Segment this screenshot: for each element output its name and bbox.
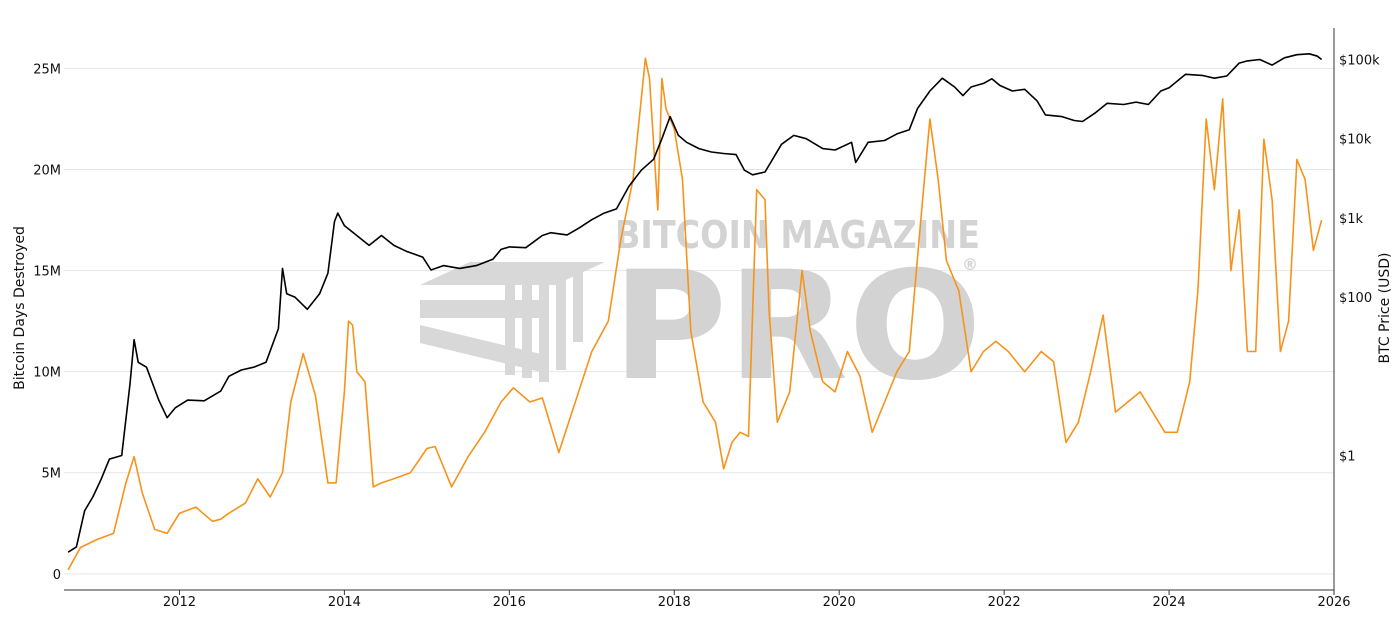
days-destroyed-line — [67, 57, 1323, 571]
btc-price-line — [67, 53, 1323, 553]
left-tick-label: 0 — [53, 568, 61, 583]
left-tick-label: 10M — [33, 366, 61, 381]
series-layer — [67, 53, 1323, 571]
x-tick-label: 2014 — [328, 595, 361, 610]
left-tick-label: 5M — [42, 467, 62, 482]
x-axis-ticks: 2012 2014 2016 2018 2020 2022 2024 2026 — [163, 590, 1351, 610]
right-axis-title: BTC Price (USD) — [1377, 252, 1393, 363]
right-tick-label: $100 — [1339, 291, 1372, 306]
gridlines — [64, 67, 1334, 575]
right-tick-label: $10k — [1339, 133, 1372, 148]
x-tick-label: 2026 — [1317, 595, 1350, 610]
x-tick-label: 2018 — [658, 595, 691, 610]
x-tick-label: 2012 — [163, 595, 196, 610]
x-tick-label: 2022 — [988, 595, 1021, 610]
right-tick-label: $1k — [1339, 212, 1364, 227]
watermark-registered-mark: ® — [962, 255, 978, 274]
watermark: BITCOIN MAGAZINE PRO ® — [420, 213, 982, 414]
x-tick-label: 2016 — [493, 595, 526, 610]
x-tick-label: 2024 — [1153, 595, 1186, 610]
left-axis-title: Bitcoin Days Destroyed — [12, 226, 28, 390]
watermark-logo-icon — [420, 262, 605, 382]
left-tick-label: 20M — [33, 164, 61, 179]
left-axis-ticks: 0 5M 10M 15M 20M 25M — [33, 62, 61, 582]
right-tick-label: $100k — [1339, 54, 1380, 69]
left-tick-label: 15M — [33, 265, 61, 280]
x-tick-label: 2020 — [823, 595, 856, 610]
right-tick-label: $1 — [1339, 449, 1356, 464]
left-tick-label: 25M — [33, 62, 61, 77]
right-axis-ticks: $1 $100 $1k $10k $100k — [1339, 54, 1380, 465]
